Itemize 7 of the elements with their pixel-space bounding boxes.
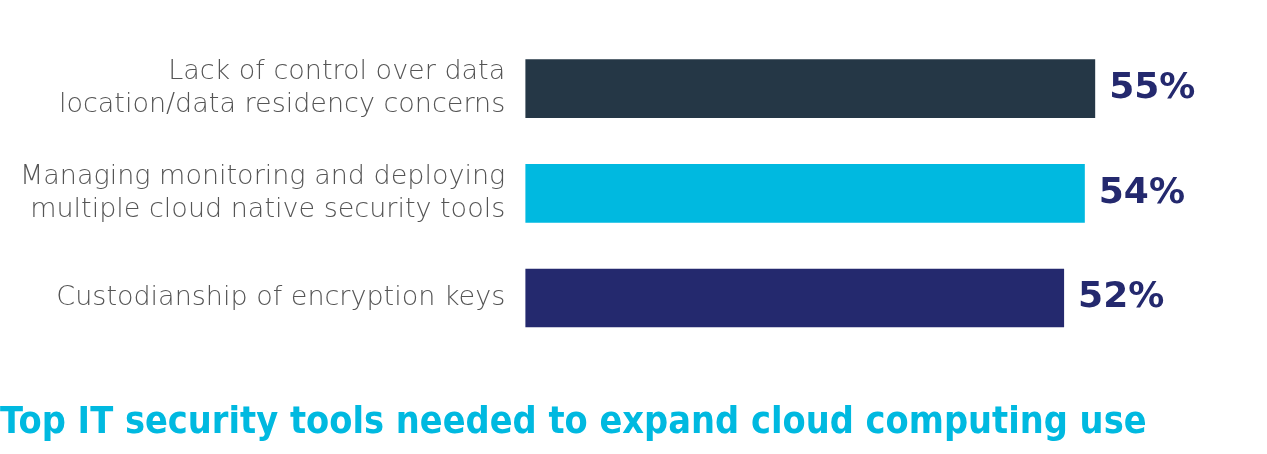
y-tick-label: Managing monitoring and deploying multiple cloud native security tools	[19, 159, 506, 223]
data-label: 52%	[1078, 274, 1165, 316]
data-label: 54%	[1098, 169, 1185, 211]
text: Top IT security tools needed to expand cloud computing use	[0, 398, 1147, 442]
data-label: 55%	[1109, 64, 1196, 106]
y-tick-label: Custodianship of encryption keys	[56, 280, 506, 312]
y-tick-label: Lack of control over data location/data residency concerns	[58, 54, 506, 118]
